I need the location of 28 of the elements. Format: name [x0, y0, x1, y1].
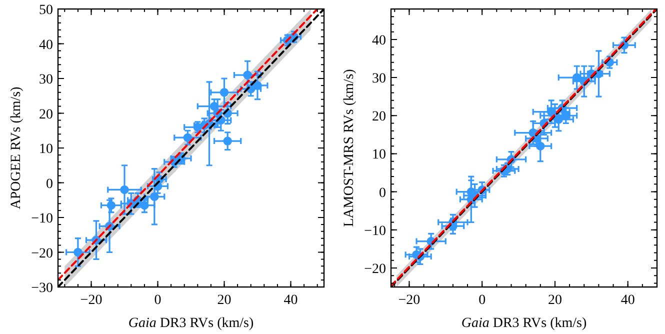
- x-tick-label: −20: [398, 293, 420, 308]
- y-tick-label: 0: [379, 186, 386, 201]
- y-tick-label: −10: [31, 212, 53, 226]
- x-tick-label: −20: [80, 293, 102, 308]
- x-tick-label: 0: [154, 293, 162, 308]
- y-tick-label: 20: [39, 107, 53, 122]
- y-tick-label: 0: [46, 176, 53, 192]
- x-axis-title: Gaia DR3 RVs (km/s): [461, 316, 587, 331]
- y-tick-label: 10: [372, 148, 386, 163]
- y-tick-label: −10: [364, 224, 386, 239]
- x-tick-label: 40: [620, 293, 635, 308]
- y-axis-title: LAMOST-MRS RVs (km/s): [342, 68, 357, 227]
- x-axis-title: Gaia DR3 RVs (km/s): [128, 316, 254, 331]
- x-tick-label: 20: [548, 293, 562, 308]
- y-tick-label: 30: [39, 72, 53, 88]
- y-tick-label: 40: [39, 38, 53, 53]
- y-tick-label: −30: [31, 281, 53, 296]
- y-tick-label: 20: [372, 110, 386, 125]
- y-tick-label: −20: [31, 246, 53, 262]
- x-tick-label: 40: [284, 293, 298, 308]
- y-tick-label: 10: [39, 142, 53, 157]
- y-tick-label: 50: [39, 3, 53, 18]
- x-tick-label: 0: [478, 293, 486, 308]
- y-axis-title: APOGEE RVs (km/s): [9, 86, 24, 210]
- y-tick-label: −20: [364, 262, 386, 277]
- y-tick-label: 30: [372, 72, 386, 87]
- y-tick-label: 40: [372, 33, 386, 48]
- x-tick-label: 20: [217, 293, 232, 308]
